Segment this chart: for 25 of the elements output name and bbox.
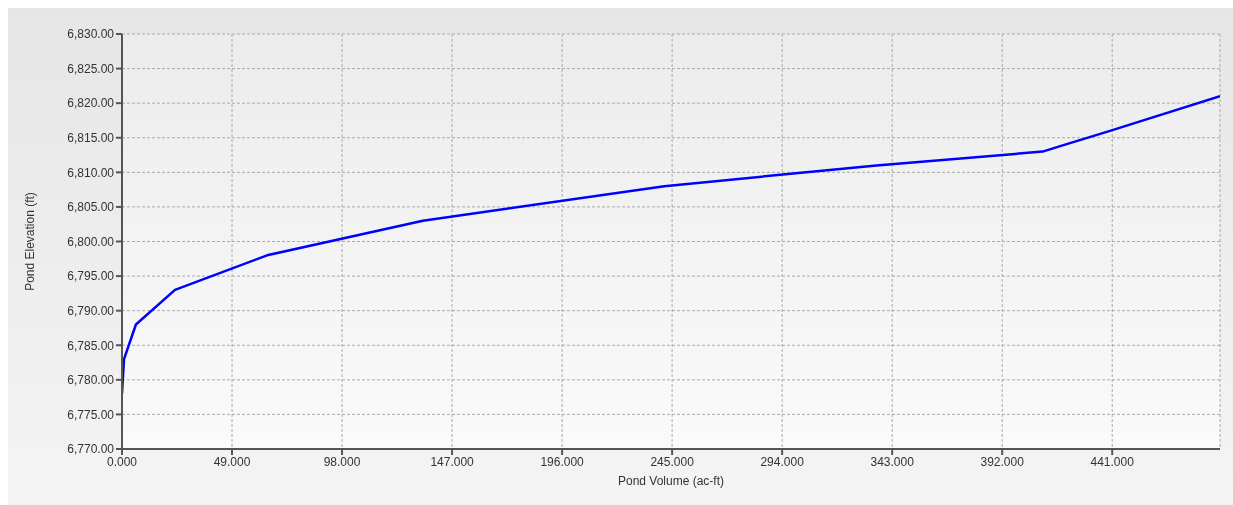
y-tick-label: 6,775.00 — [67, 407, 115, 422]
x-tick-label: 98.000 — [323, 454, 361, 469]
x-tick-label: 196.000 — [540, 454, 585, 469]
y-tick-label: 6,805.00 — [67, 200, 115, 215]
y-tick-label: 6,780.00 — [67, 373, 115, 388]
y-tick-label: 6,820.00 — [67, 96, 115, 111]
x-tick-label: 294.000 — [760, 454, 805, 469]
x-tick-label: 392.000 — [980, 454, 1025, 469]
y-tick-label: 6,785.00 — [67, 338, 115, 353]
x-tick-label: 49.000 — [213, 454, 251, 469]
y-axis-title: Pond Elevation (ft) — [23, 192, 38, 291]
y-tick-label: 6,830.00 — [67, 27, 115, 42]
x-tick-label: 147.000 — [430, 454, 475, 469]
y-tick-label: 6,795.00 — [67, 269, 115, 284]
y-tick-label: 6,815.00 — [67, 131, 115, 146]
x-tick-label: 245.000 — [650, 454, 695, 469]
y-tick-label: 6,810.00 — [67, 165, 115, 180]
y-tick-label: 6,790.00 — [67, 303, 115, 318]
x-tick-label: 0.000 — [106, 454, 138, 469]
y-tick-label: 6,770.00 — [67, 442, 115, 457]
y-tick-label: 6,800.00 — [67, 234, 115, 249]
x-tick-label: 441.000 — [1090, 454, 1135, 469]
x-axis-title: Pond Volume (ac-ft) — [617, 474, 725, 488]
y-tick-label: 6,825.00 — [67, 61, 115, 76]
x-tick-label: 343.000 — [870, 454, 915, 469]
